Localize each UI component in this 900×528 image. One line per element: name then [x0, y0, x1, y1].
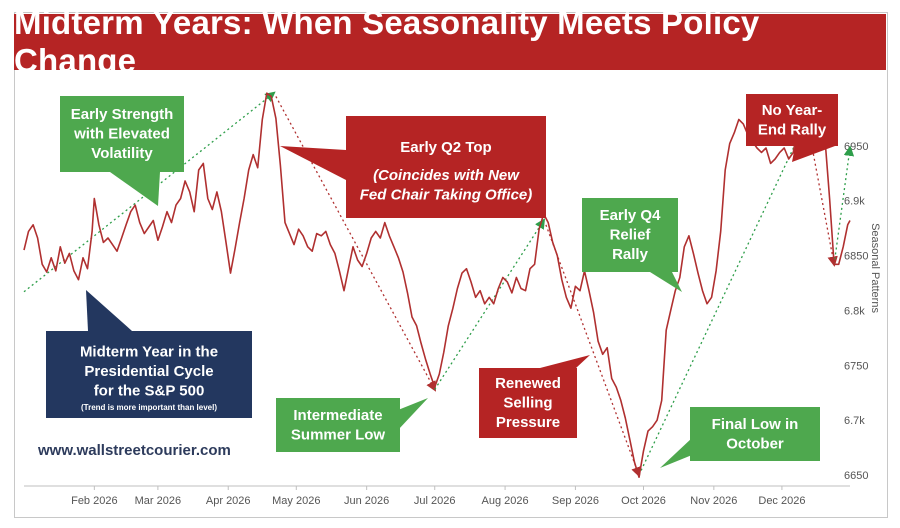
callout-midterm-text: Presidential Cycle — [84, 363, 213, 380]
callout-early-q4-text: Relief — [610, 227, 652, 244]
callout-early-q4-text: Rally — [612, 246, 649, 263]
website-url[interactable]: www.wallstreetcourier.com — [38, 442, 231, 459]
callout-early-q2-top-box — [346, 116, 546, 218]
callout-early-q4-pointer — [650, 272, 682, 292]
callout-early-q2-top: Early Q2 Top (Coincides with New Fed Chair… — [280, 116, 546, 218]
callout-early-q4: Early Q4 Relief Rally — [582, 198, 682, 292]
callout-final-low-pointer — [660, 438, 692, 468]
series-line-sp500-midterm — [23, 92, 851, 478]
callout-midterm-text: for the S&P 500 — [94, 383, 205, 400]
callout-no-year-end-box — [746, 94, 838, 146]
callout-midterm-pointer — [86, 290, 132, 331]
x-tick-label: May 2026 — [272, 495, 320, 507]
y-tick-label: 6.9k — [844, 196, 865, 208]
callout-early-strength: Early Strength with Elevated Volatility — [60, 96, 184, 206]
callout-early-q2-top-text: (Coincides with New — [373, 167, 520, 184]
callout-renewed-pointer — [540, 355, 590, 368]
callout-renewed-text: Pressure — [496, 414, 560, 431]
x-tick-label: Apr 2026 — [206, 495, 251, 507]
y-tick-label: 6750 — [844, 360, 868, 372]
callout-no-year-end-pointer — [792, 146, 835, 162]
x-tick-label: Mar 2026 — [135, 495, 181, 507]
x-tick-label: Sep 2026 — [552, 495, 599, 507]
callout-renewed: Renewed Selling Pressure — [479, 355, 590, 438]
callout-no-year-end-text: End Rally — [758, 121, 827, 138]
trend-q2-decline — [275, 96, 436, 392]
callout-renewed-text: Selling — [503, 395, 552, 412]
callout-intermediate: Intermediate Summer Low — [276, 398, 428, 452]
trend-lines-group — [23, 91, 855, 478]
callout-intermediate-box — [276, 398, 400, 452]
x-tick-label: Nov 2026 — [690, 495, 737, 507]
callout-intermediate-text: Summer Low — [291, 426, 386, 443]
callout-midterm-box — [46, 331, 252, 418]
y-tick-label: 6950 — [844, 141, 868, 153]
x-tick-label: Jun 2026 — [344, 495, 389, 507]
callout-final-low-text: Final Low in — [712, 416, 799, 433]
callout-final-low-text: October — [726, 435, 784, 452]
callout-early-q2-top-text: Early Q2 Top — [400, 139, 491, 156]
x-tick-label: Dec 2026 — [758, 495, 805, 507]
callout-final-low: Final Low in October — [660, 407, 820, 468]
y-tick-label: 6.7k — [844, 415, 865, 427]
callout-early-strength-box — [60, 96, 184, 172]
callout-renewed-text: Renewed — [495, 375, 561, 392]
callout-early-q2-top-text: Fed Chair Taking Office) — [360, 187, 533, 204]
callout-midterm-note: (Trend is more important than level) — [81, 403, 217, 412]
x-tick-label: Jul 2026 — [414, 495, 456, 507]
x-tick-label: Oct 2026 — [621, 495, 666, 507]
y-axis-title: Seasonal Patterns — [869, 223, 881, 313]
callout-early-q4-box — [582, 198, 678, 272]
x-tick-label: Aug 2026 — [482, 495, 529, 507]
callout-intermediate-pointer — [398, 398, 428, 430]
y-tick-label: 6650 — [844, 470, 868, 482]
y-tick-label: 6.8k — [844, 305, 865, 317]
trend-early-strength — [23, 91, 276, 293]
y-tick-label: 6850 — [844, 251, 868, 263]
trend-summer-rally — [434, 218, 546, 390]
callout-early-strength-text: with Elevated — [73, 126, 170, 143]
callout-early-q2-top-pointer — [280, 146, 346, 180]
series-group — [23, 92, 851, 478]
callout-midterm-text: Midterm Year in the — [80, 344, 218, 361]
callout-early-strength-pointer — [110, 172, 160, 206]
axes-group: Feb 2026 Mar 2026 Apr 2026 May 2026 Jun 2026… — [24, 141, 881, 507]
x-tick-label: Feb 2026 — [71, 495, 117, 507]
callout-early-q4-text: Early Q4 — [600, 207, 662, 224]
callout-no-year-end: No Year- End Rally — [746, 94, 838, 162]
callout-final-low-box — [690, 407, 820, 461]
trend-q4-rally — [638, 117, 809, 476]
callout-intermediate-text: Intermediate — [293, 407, 382, 424]
callout-early-strength-text: Volatility — [91, 145, 153, 162]
callout-midterm: Midterm Year in the Presidential Cycle for… — [46, 290, 252, 418]
callout-no-year-end-text: No Year- — [762, 102, 823, 119]
callout-early-strength-text: Early Strength — [71, 106, 174, 123]
callout-renewed-box — [479, 368, 577, 438]
